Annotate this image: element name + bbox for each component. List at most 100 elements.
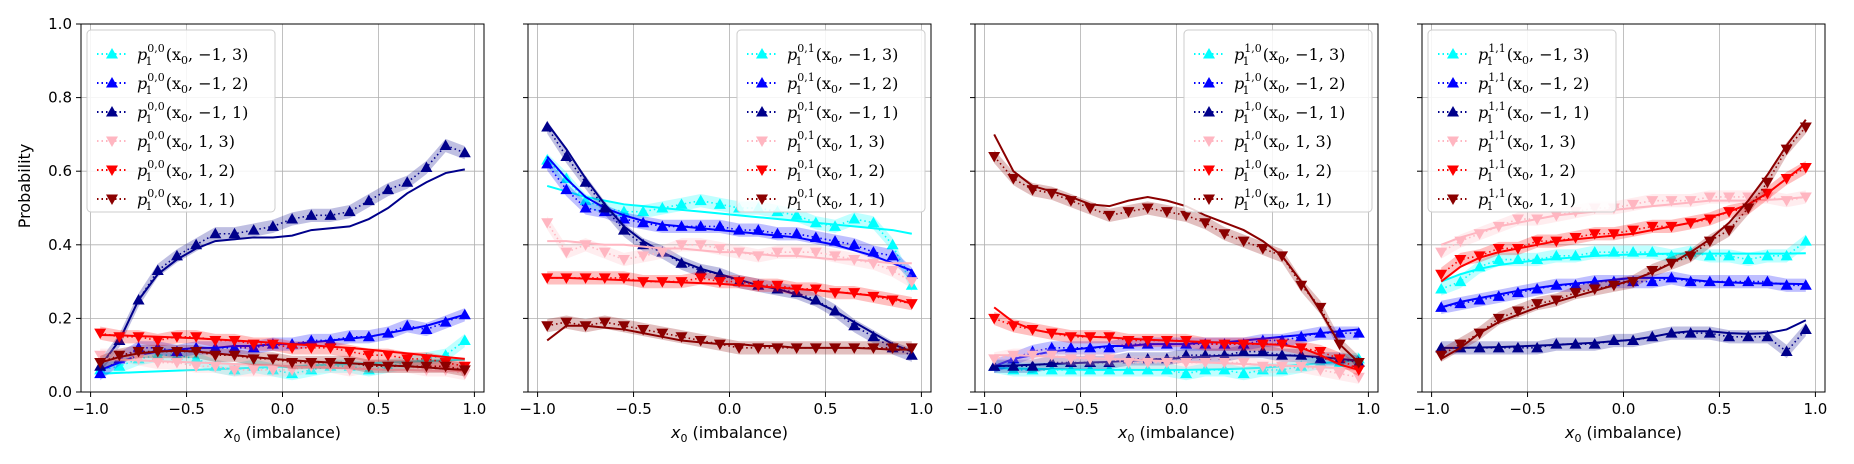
y-tick-label: 0.4 [48,236,72,254]
data-point [1314,302,1327,314]
legend-item: p1,0 1 (x0, 1, 3) [1194,129,1332,155]
data-point [886,238,899,250]
data-point [1256,361,1269,373]
data-point [209,341,222,353]
data-point [829,343,842,354]
data-point [1473,294,1486,305]
data-point [1665,327,1678,338]
data-point [1665,249,1678,261]
data-point [694,335,707,347]
data-point [1703,249,1716,261]
data-point [1435,301,1448,312]
data-point [656,328,669,340]
data-point [305,334,318,345]
legend-label: p1,1 1 (x0, −1, 1) [1478,100,1589,126]
data-point [1627,199,1640,211]
data-point [1352,365,1365,376]
x-tick-label: 0.5 [1708,400,1732,418]
legend-label: p0,0 1 (x0, −1, 3) [137,42,248,68]
legend-marker [106,136,118,147]
legend-label: p1,1 1 (x0, −1, 2) [1478,71,1589,97]
legend-item: p1,0 1 (x0, 1, 1) [1194,187,1332,213]
data-point [1276,339,1289,351]
data-point [1256,345,1269,357]
data-point [1665,258,1678,270]
data-point [1473,328,1486,340]
data-point [829,288,842,299]
series-3 [94,138,471,373]
legend-item: p0,0 1 (x0, 1, 3) [97,129,235,155]
confidence-band [1441,234,1806,296]
x-tick-label: 0.5 [1261,400,1285,418]
data-point [617,213,630,224]
data-point [560,183,573,195]
legend-label: p1,0 1 (x0, −1, 1) [1234,100,1345,126]
data-point [1646,221,1659,233]
data-point [1531,282,1544,294]
data-point [1627,225,1640,237]
x-axis-label: x0 (imbalance) [670,423,788,445]
data-point [1646,196,1659,207]
data-point [541,218,554,229]
plot-area [541,120,918,362]
data-point [1646,266,1659,277]
data-point [1742,275,1755,287]
data-point [867,246,880,257]
data-point [382,183,395,195]
data-point [790,343,803,354]
data-point [1007,321,1020,332]
data-point [1026,185,1039,196]
data-point [1531,214,1544,226]
legend-label: p0,0 1 (x0, −1, 1) [137,100,248,126]
data-point [1703,236,1716,248]
data-point [675,257,688,268]
data-point [1511,243,1524,255]
legend-marker [1447,194,1459,205]
legend-label: p0,1 1 (x0, 1, 1) [787,187,885,213]
legend-item: p1,1 1 (x0, −1, 1) [1438,100,1589,126]
data-point [579,194,592,206]
series-4 [541,216,918,289]
x-axis-label: x0 (imbalance) [223,423,341,445]
legend-marker [106,194,118,205]
data-point [1761,249,1774,261]
data-point [1199,218,1212,229]
legend-marker [756,48,768,59]
data-point [675,198,688,209]
legend-label: p1,0 1 (x0, −1, 3) [1234,42,1345,68]
data-point [1122,358,1135,369]
data-point [905,299,918,310]
data-point [1084,203,1097,214]
legend: p1,0 1 (x0, −1, 3) p1,0 1 (x0, −1, 2) p1,0 1 (x0… [1183,29,1373,213]
data-point [867,330,880,342]
data-point [1799,163,1812,174]
data-point [1761,188,1774,200]
data-point [1799,235,1812,246]
legend-item: p1,1 1 (x0, 1, 3) [1438,129,1576,155]
data-point [1607,280,1620,292]
data-point [829,305,842,316]
data-point [771,227,784,239]
data-point [1511,306,1524,318]
data-point [94,358,107,369]
subplot-1: −1.0 −0.5 0.0 0.5 1.0 0.0 0.2 0.4 0.6 0.8 1.0 x0 (i… [48,15,486,445]
data-point [190,332,203,343]
data-point [362,361,375,373]
data-point [1723,207,1736,218]
data-point [694,240,707,251]
data-point [1454,297,1467,309]
data-point [401,319,414,331]
data-point [247,354,260,365]
data-point [1160,363,1173,375]
data-point [1435,282,1448,294]
data-point [209,361,222,373]
data-point [829,235,842,246]
legend-box [736,29,926,213]
data-point [560,247,573,259]
y-tick-label: 0.0 [48,383,72,401]
x-tick-label: −1.0 [966,400,1002,418]
data-point [1569,232,1582,244]
legend: p0,0 1 (x0, −1, 3) p0,0 1 (x0, −1, 2) p0,0 1 (x0… [86,29,276,213]
data-point [170,347,183,358]
data-point [151,335,164,347]
